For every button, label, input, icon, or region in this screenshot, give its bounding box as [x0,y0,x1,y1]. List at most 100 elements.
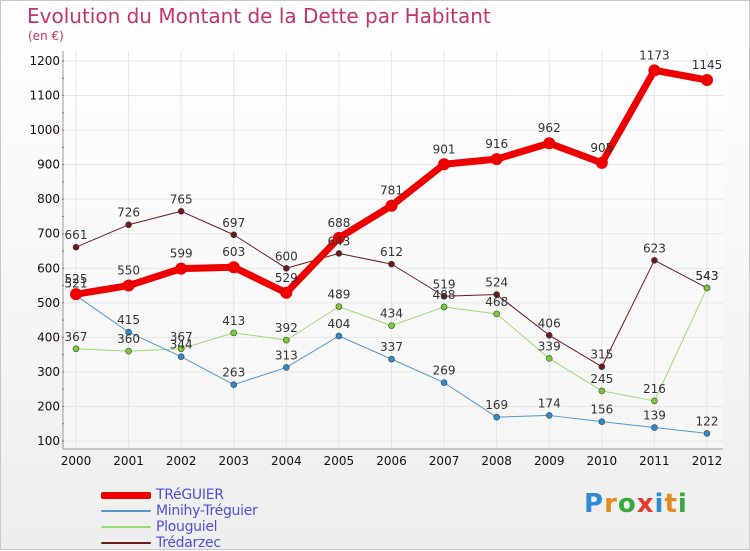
legend-swatch [101,526,151,528]
logo-letter: i [654,489,665,519]
legend-swatch [101,510,151,512]
legend-label: Minihy-Tréguier [156,503,258,519]
data-point-tr-guier [648,64,661,77]
data-label-plouguiel: 367 [170,330,193,344]
data-point-tr-darzec [230,231,238,239]
data-point-plouguiel [335,303,343,310]
data-label-minihy-tr-guier: 139 [643,409,666,423]
data-point-minihy-tr-guier [545,412,553,419]
data-label-tr-darzec: 697 [222,216,245,230]
data-point-minihy-tr-guier [493,413,500,421]
data-label-tr-guier: 550 [117,264,140,278]
data-point-minihy-tr-guier [230,381,238,388]
x-tick-label: 2005 [324,454,355,468]
data-label-minihy-tr-guier: 156 [590,403,613,417]
data-point-plouguiel [388,322,395,329]
data-point-tr-guier [595,156,608,169]
data-point-minihy-tr-guier [335,332,343,340]
x-tick-label: 2006 [376,454,407,468]
data-label-plouguiel: 339 [538,339,561,353]
legend-swatch [101,491,151,499]
data-point-plouguiel [703,284,711,292]
data-point-tr-guier [332,231,345,244]
data-label-tr-darzec: 726 [117,206,140,220]
data-label-plouguiel: 434 [380,307,403,321]
data-point-plouguiel [230,329,238,337]
data-label-minihy-tr-guier: 313 [275,348,298,362]
data-point-tr-darzec [545,331,553,339]
data-point-plouguiel [177,345,185,353]
data-point-plouguiel [283,336,290,344]
data-point-plouguiel [440,303,448,311]
data-label-plouguiel: 367 [65,330,88,344]
data-point-minihy-tr-guier [440,379,448,386]
data-point-tr-guier [543,137,556,150]
unit-label: (en €) [28,29,64,43]
data-label-tr-guier: 901 [433,142,456,156]
data-point-tr-guier [490,153,503,166]
data-point-minihy-tr-guier [177,353,185,361]
data-point-minihy-tr-guier [388,355,395,363]
x-tick-label: 2012 [692,454,723,468]
data-point-minihy-tr-guier [703,430,711,437]
y-tick-label: 500 [37,296,60,310]
data-label-tr-guier: 529 [275,271,298,285]
proxiti-logo: Proxiti [584,489,688,519]
y-tick-label: 300 [37,365,60,379]
data-label-plouguiel: 543 [696,269,719,283]
data-point-tr-darzec [651,257,658,264]
data-label-plouguiel: 245 [590,372,613,386]
x-tick-label: 2008 [481,454,512,468]
data-point-tr-guier [70,288,82,301]
legend-item: Plouguiel [101,519,258,535]
x-tick-label: 2007 [429,454,460,468]
logo-letter: o [617,489,637,519]
y-tick-label: 1200 [29,54,60,68]
data-point-plouguiel [125,347,132,355]
data-point-tr-darzec [598,363,606,371]
data-label-minihy-tr-guier: 174 [538,396,561,410]
data-label-tr-darzec: 519 [433,277,456,291]
data-point-minihy-tr-guier [651,424,658,431]
data-label-tr-darzec: 661 [65,228,88,242]
data-point-plouguiel [598,387,606,395]
data-point-tr-guier [438,158,451,171]
data-point-tr-guier [122,279,135,292]
data-label-plouguiel: 488 [433,288,456,302]
logo-letter: t [664,489,678,519]
plot-area [63,51,723,449]
legend-item: Minihy-Tréguier [101,503,258,519]
x-tick-label: 2003 [218,454,249,468]
x-tick-label: 2000 [61,454,92,468]
y-tick-label: 100 [37,434,60,448]
data-point-tr-darzec [72,243,80,251]
data-label-tr-darzec: 600 [275,249,298,263]
y-tick-label: 1000 [29,123,60,137]
data-point-plouguiel [545,355,553,362]
x-tick-label: 2010 [587,454,618,468]
data-label-tr-darzec: 623 [643,241,666,255]
y-tick-label: 400 [37,330,60,344]
data-point-tr-guier [175,262,188,275]
logo-letter: r [604,489,618,519]
logo-letter: i [677,489,688,519]
data-label-tr-darzec: 315 [590,348,613,362]
data-label-plouguiel: 360 [117,332,140,346]
y-tick-label: 800 [37,192,60,206]
data-label-tr-guier: 688 [327,216,350,230]
data-label-tr-darzec: 543 [696,269,719,283]
data-label-tr-guier: 603 [222,245,245,259]
data-label-minihy-tr-guier: 404 [327,317,350,331]
data-point-tr-darzec [125,221,132,229]
x-tick-label: 2004 [271,454,302,468]
data-point-tr-darzec [440,292,448,300]
data-label-minihy-tr-guier: 521 [65,277,88,291]
data-label-minihy-tr-guier: 337 [380,340,403,354]
data-label-tr-darzec: 612 [380,245,403,259]
data-point-minihy-tr-guier [598,418,606,425]
data-label-minihy-tr-guier: 122 [696,414,719,428]
data-point-tr-guier [280,286,293,299]
data-point-plouguiel [493,310,500,318]
legend-label: TRéGUIER [156,487,224,503]
